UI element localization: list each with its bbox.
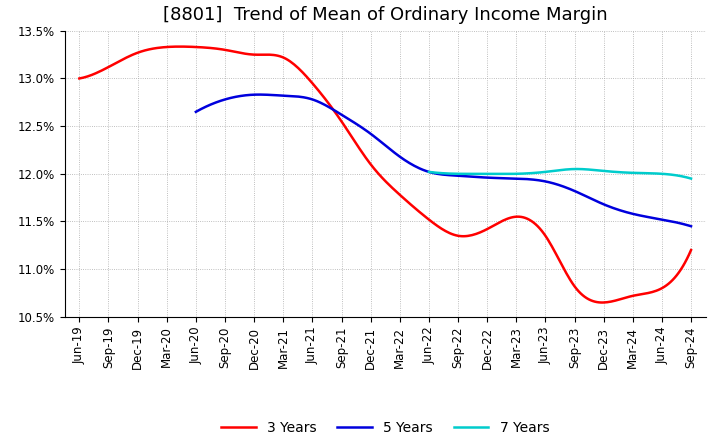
5 Years [486, 175, 495, 180]
7 Years [425, 169, 433, 175]
3 Years [75, 76, 84, 81]
3 Years [599, 300, 608, 305]
5 Years [488, 175, 497, 180]
Line: 7 Years: 7 Years [429, 169, 691, 179]
3 Years [441, 228, 450, 234]
Title: [8801]  Trend of Mean of Ordinary Income Margin: [8801] Trend of Mean of Ordinary Income … [163, 6, 608, 24]
Line: 3 Years: 3 Years [79, 47, 691, 303]
3 Years [593, 300, 601, 305]
5 Years [687, 224, 696, 229]
7 Years [580, 167, 589, 172]
5 Years [193, 108, 202, 114]
7 Years [687, 176, 696, 181]
7 Years [582, 167, 590, 172]
5 Years [496, 176, 505, 181]
7 Years [663, 172, 672, 177]
3 Years [439, 227, 448, 232]
7 Years [647, 171, 655, 176]
3 Years [634, 292, 642, 297]
3 Years [687, 247, 696, 253]
3 Years [175, 44, 184, 49]
5 Years [611, 206, 619, 211]
5 Years [192, 109, 200, 114]
7 Years [586, 167, 595, 172]
Legend: 3 Years, 5 Years, 7 Years: 3 Years, 5 Years, 7 Years [215, 415, 555, 440]
5 Years [254, 92, 263, 97]
3 Years [77, 75, 86, 81]
5 Years [642, 214, 651, 220]
7 Years [572, 166, 581, 172]
Line: 5 Years: 5 Years [196, 95, 691, 226]
3 Years [451, 233, 460, 238]
7 Years [426, 169, 434, 175]
